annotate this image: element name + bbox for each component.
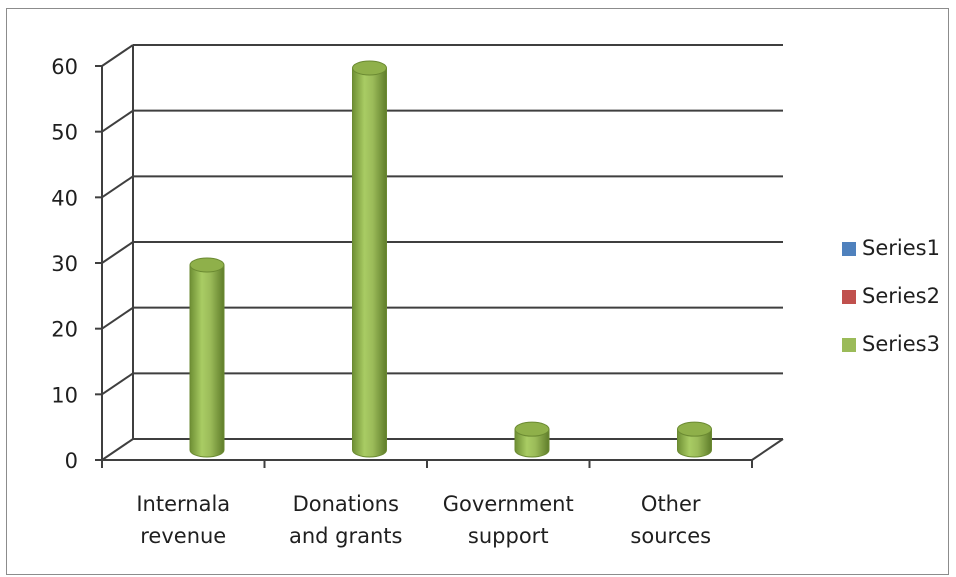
bar bbox=[677, 421, 712, 458]
y-tick-label: 20 bbox=[51, 318, 78, 342]
gridline-diagonal bbox=[101, 241, 134, 264]
floor-edge-right bbox=[751, 438, 784, 461]
y-tick-label: 60 bbox=[51, 55, 78, 79]
x-category-label: sources bbox=[630, 524, 711, 548]
gridline-diagonal bbox=[101, 306, 134, 330]
y-tick-label: 0 bbox=[65, 449, 78, 473]
legend: Series1 Series2 Series3 bbox=[842, 236, 940, 356]
x-category-label: revenue bbox=[140, 524, 226, 548]
x-category-label: Government bbox=[443, 492, 574, 516]
legend-swatch bbox=[842, 290, 856, 304]
bar-body bbox=[189, 264, 225, 458]
x-category-label: support bbox=[468, 524, 549, 548]
bar-body bbox=[352, 67, 387, 458]
y-tick-label: 50 bbox=[51, 121, 78, 145]
y-tick-label: 30 bbox=[51, 252, 78, 276]
bar-body bbox=[514, 428, 550, 458]
legend-swatch bbox=[842, 242, 856, 256]
bar-body bbox=[677, 428, 712, 458]
bar bbox=[189, 257, 225, 458]
axis-labels: 0 10 20 30 40 50 60 Internala revenue Donations an… bbox=[51, 55, 711, 548]
bar-top bbox=[677, 421, 712, 437]
bar-top bbox=[189, 257, 225, 273]
x-category-label: Internala bbox=[136, 492, 230, 516]
gridlines bbox=[101, 44, 783, 461]
y-tick-label: 10 bbox=[51, 383, 78, 407]
gridline-diagonal bbox=[101, 372, 134, 396]
chart-frame bbox=[6, 8, 949, 575]
legend-label: Series1 bbox=[862, 236, 940, 260]
axes bbox=[95, 45, 784, 468]
bar bbox=[352, 60, 387, 458]
bar-top bbox=[514, 421, 550, 437]
y-tick-label: 40 bbox=[51, 186, 78, 210]
x-category-label: Other bbox=[641, 492, 701, 516]
legend-swatch bbox=[842, 338, 856, 352]
bar-top bbox=[352, 60, 387, 76]
gridline-diagonal bbox=[101, 438, 134, 461]
x-category-label: and grants bbox=[289, 524, 403, 548]
gridline-diagonal bbox=[101, 109, 134, 133]
legend-label: Series2 bbox=[862, 284, 940, 308]
gridline-diagonal bbox=[101, 44, 134, 67]
bars bbox=[189, 60, 712, 458]
gridline-diagonal bbox=[101, 175, 134, 199]
bar bbox=[514, 421, 550, 458]
x-category-label: Donations bbox=[293, 492, 399, 516]
legend-label: Series3 bbox=[862, 332, 940, 356]
